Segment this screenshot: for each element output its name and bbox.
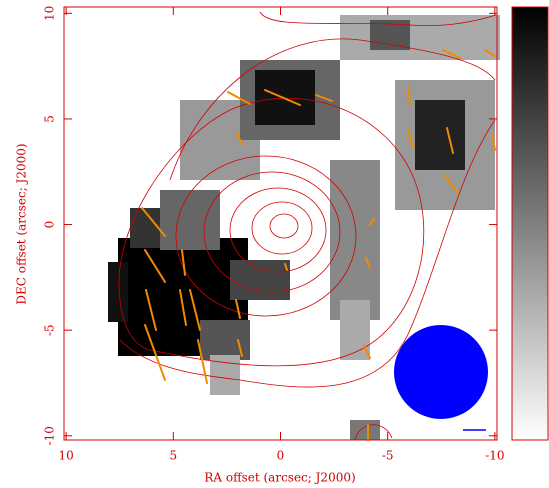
y-tick-label: 5 — [43, 115, 57, 123]
x-axis-label: RA offset (arcsec; J2000) — [204, 471, 355, 485]
x-tick-label: 10 — [59, 449, 74, 463]
x-tick-label: -5 — [382, 449, 394, 463]
colorbar — [512, 7, 548, 440]
y-tick-label: -10 — [43, 426, 57, 445]
y-tick-label: -5 — [43, 324, 57, 336]
x-tick-label: -10 — [485, 449, 504, 463]
x-tick-label: 0 — [277, 449, 285, 463]
beam — [394, 325, 488, 419]
y-tick-label: 0 — [43, 221, 57, 229]
x-tick-label: 5 — [170, 449, 178, 463]
y-tick-label: 10 — [43, 6, 57, 21]
y-axis-label: DEC offset (arcsec; J2000) — [15, 143, 29, 304]
chart: RA offset (arcsec; J2000) DEC offset (ar… — [0, 0, 549, 488]
